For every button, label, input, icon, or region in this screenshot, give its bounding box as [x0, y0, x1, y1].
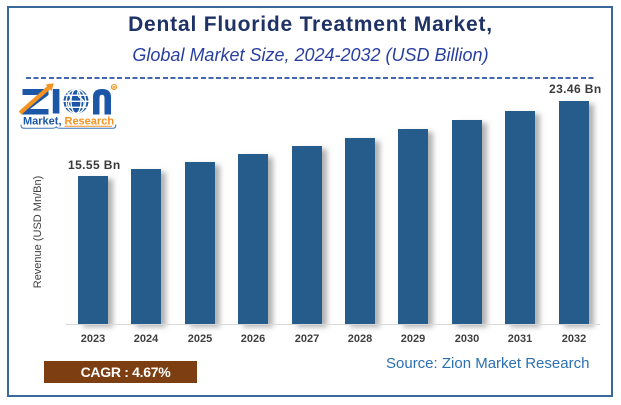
svg-text:R: R [112, 85, 116, 90]
svg-text:Research: Research [65, 116, 115, 128]
svg-text:Market,: Market, [23, 116, 62, 128]
